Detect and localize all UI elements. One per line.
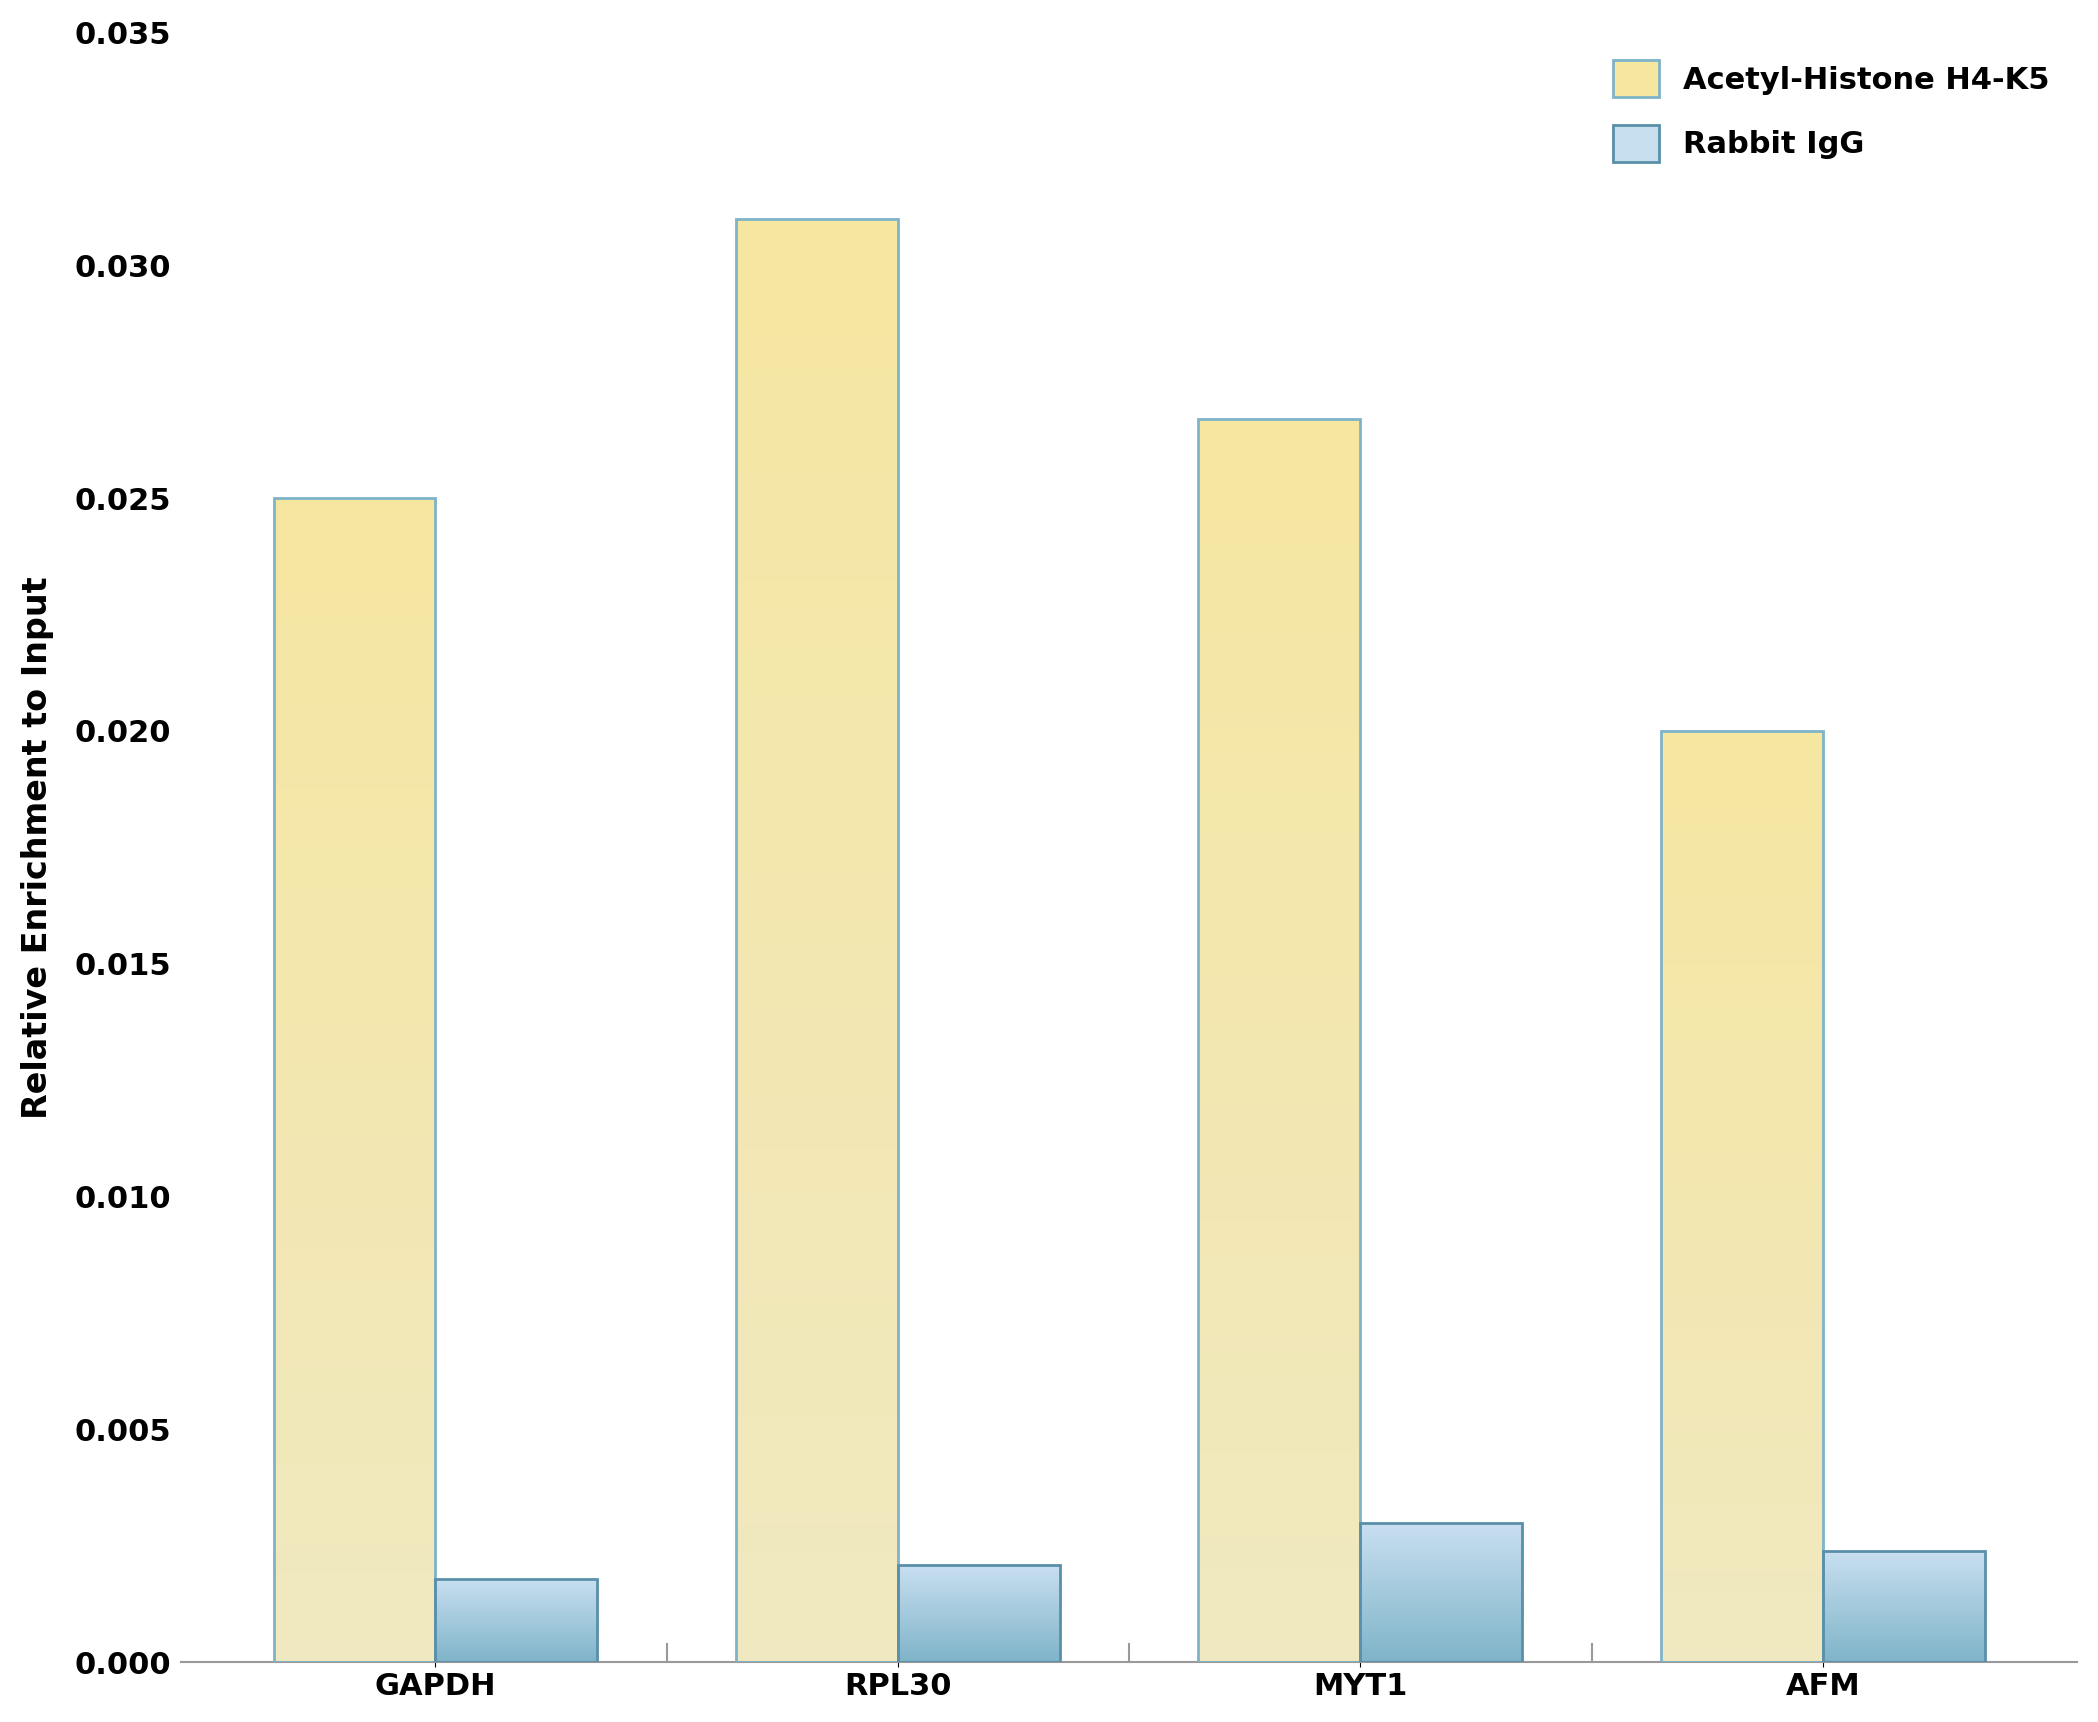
Bar [273, 498, 436, 1662]
Bar [436, 1579, 598, 1662]
Bar [1662, 730, 1823, 1662]
Legend: Acetyl-Histone H4-K5, Rabbit IgG: Acetyl-Histone H4-K5, Rabbit IgG [1601, 48, 2062, 174]
Y-axis label: Relative Enrichment to Input: Relative Enrichment to Input [21, 577, 55, 1119]
Bar [1823, 1552, 1985, 1662]
Bar [1198, 418, 1360, 1662]
Bar [898, 1565, 1059, 1662]
Bar [736, 219, 898, 1662]
Bar [1360, 1522, 1523, 1662]
